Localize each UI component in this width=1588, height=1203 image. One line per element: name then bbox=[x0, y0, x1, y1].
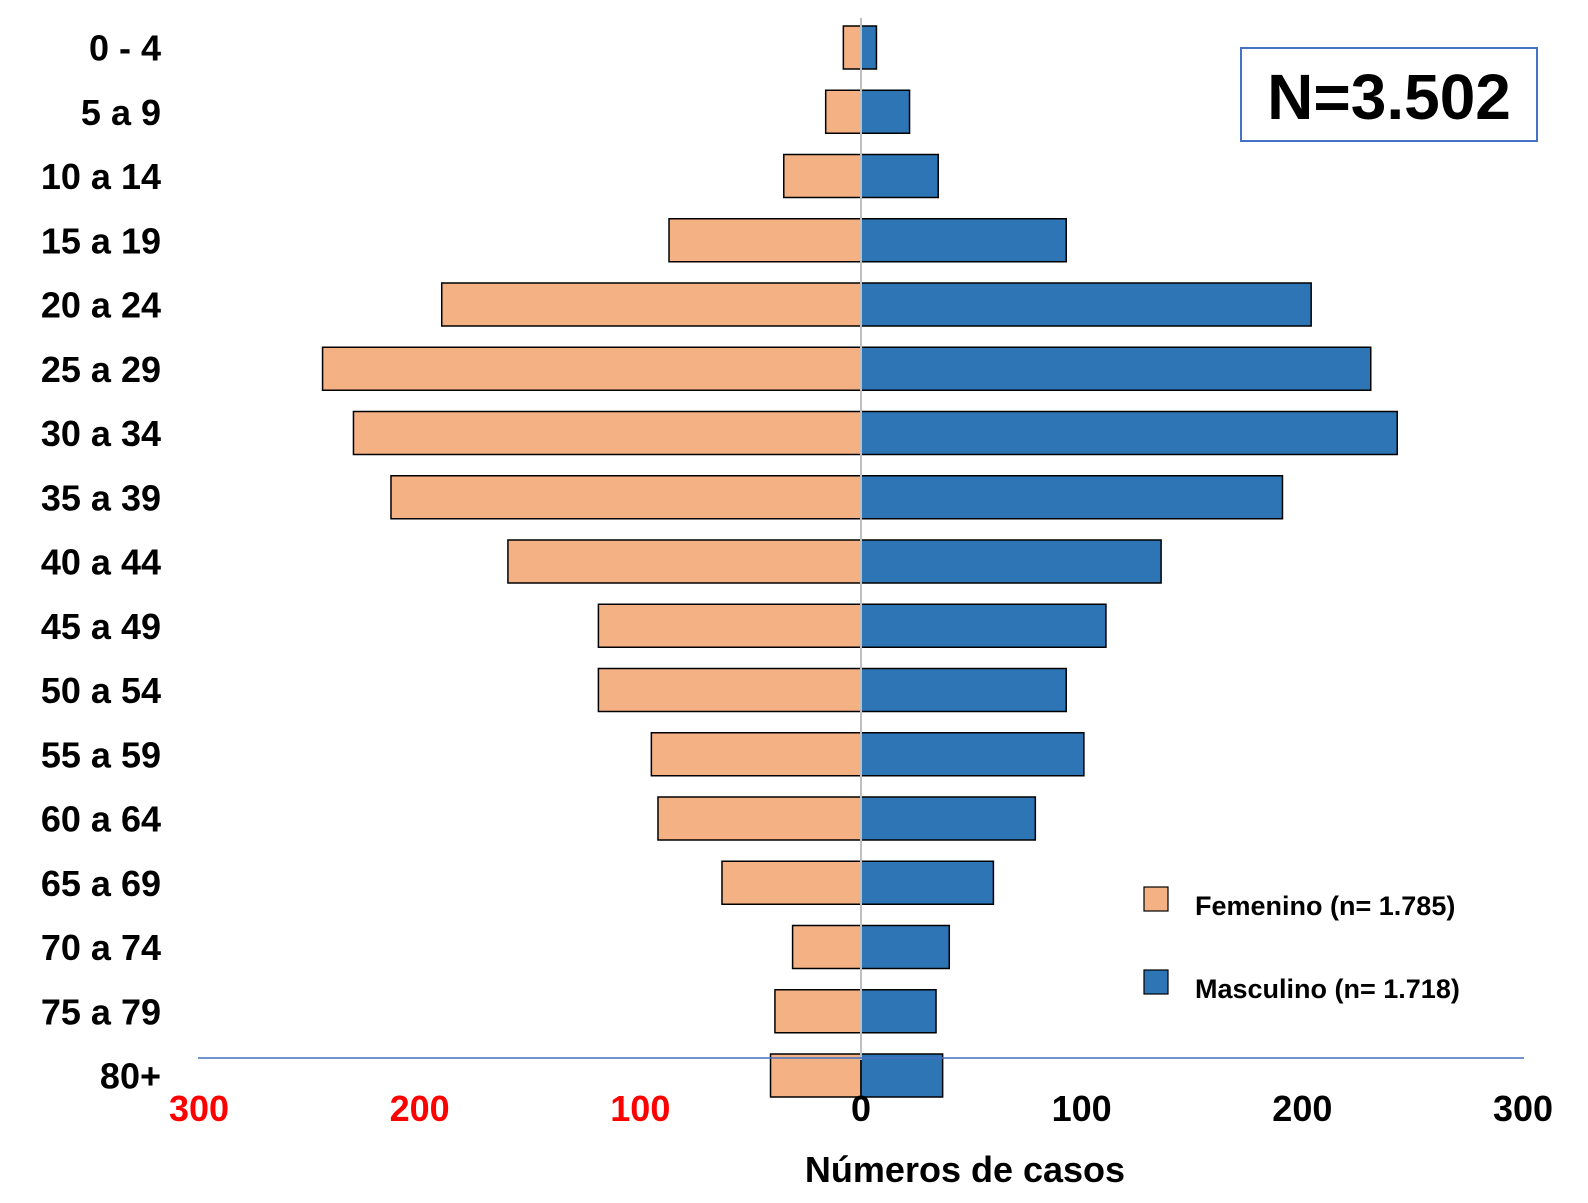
male-bar bbox=[860, 282, 1312, 327]
age-group-label: 5 a 9 bbox=[81, 92, 161, 133]
male-bar bbox=[860, 1053, 944, 1098]
age-group-label: 10 a 14 bbox=[41, 156, 161, 197]
female-bar bbox=[657, 796, 862, 841]
age-group-label: 60 a 64 bbox=[41, 799, 161, 840]
male-bar bbox=[860, 732, 1085, 777]
male-bar bbox=[860, 989, 937, 1034]
x-axis-label: Números de casos bbox=[805, 1149, 1125, 1190]
x-tick-label: 300 bbox=[169, 1088, 229, 1129]
male-bar bbox=[860, 475, 1284, 520]
male-bar bbox=[860, 346, 1372, 391]
legend-swatch bbox=[1143, 886, 1169, 912]
female-bar bbox=[791, 924, 862, 970]
female-bars bbox=[321, 25, 862, 1098]
male-bar bbox=[860, 667, 1067, 713]
age-group-label: 35 a 39 bbox=[41, 477, 161, 518]
legend-label: Femenino (n= 1.785) bbox=[1195, 891, 1455, 921]
male-bar bbox=[860, 153, 939, 199]
female-bar bbox=[440, 282, 862, 327]
age-group-label: 40 a 44 bbox=[41, 542, 161, 583]
male-bar bbox=[860, 25, 878, 70]
male-bars bbox=[860, 25, 1398, 1098]
female-bar bbox=[668, 218, 862, 263]
female-bar bbox=[824, 89, 862, 134]
age-group-label: 45 a 49 bbox=[41, 606, 161, 647]
x-tick-label: 0 bbox=[851, 1088, 871, 1129]
male-bar bbox=[860, 603, 1107, 648]
female-bar bbox=[321, 346, 862, 391]
female-bar bbox=[352, 410, 862, 456]
male-bar bbox=[860, 410, 1398, 456]
female-bar bbox=[769, 1053, 862, 1098]
male-bar bbox=[860, 539, 1162, 584]
male-bar bbox=[860, 796, 1037, 841]
age-group-label: 65 a 69 bbox=[41, 863, 161, 904]
age-group-label: 50 a 54 bbox=[41, 670, 161, 711]
legend: Femenino (n= 1.785) Masculino (n= 1.718) bbox=[1143, 886, 1460, 1004]
age-group-label: 0 - 4 bbox=[89, 28, 161, 69]
age-group-label: 30 a 34 bbox=[41, 413, 161, 454]
total-count-text: N=3.502 bbox=[1267, 61, 1511, 133]
female-bar bbox=[597, 667, 862, 713]
age-group-label: 25 a 29 bbox=[41, 349, 161, 390]
x-tick-label: 200 bbox=[390, 1088, 450, 1129]
female-bar bbox=[650, 732, 862, 777]
x-tick-label: 100 bbox=[610, 1088, 670, 1129]
legend-swatch bbox=[1143, 969, 1169, 995]
male-bar bbox=[860, 89, 911, 134]
female-bar bbox=[597, 603, 862, 648]
female-bar bbox=[507, 539, 862, 584]
female-bar bbox=[390, 475, 862, 520]
x-tick-label: 300 bbox=[1493, 1088, 1553, 1129]
male-bar bbox=[860, 924, 951, 970]
female-bar bbox=[783, 153, 862, 199]
age-group-label: 80+ bbox=[100, 1056, 161, 1097]
male-bar bbox=[860, 218, 1067, 263]
age-group-label: 55 a 59 bbox=[41, 734, 161, 775]
female-bar bbox=[721, 860, 862, 905]
age-group-label: 75 a 79 bbox=[41, 991, 161, 1032]
age-group-labels: 0 - 4 5 a 9 10 a 14 15 a 19 20 a 24 25 a 29 30… bbox=[41, 28, 161, 1097]
female-bar bbox=[842, 25, 862, 70]
x-tick-label: 200 bbox=[1272, 1088, 1332, 1129]
total-count-box-border bbox=[1240, 47, 1538, 142]
age-group-label: 20 a 24 bbox=[41, 285, 161, 326]
total-count-box: N=3.502 bbox=[1240, 47, 1538, 142]
female-bar bbox=[774, 989, 862, 1034]
x-tick-label: 100 bbox=[1052, 1088, 1112, 1129]
age-group-label: 15 a 19 bbox=[41, 220, 161, 261]
male-bar bbox=[860, 860, 995, 905]
legend-label: Masculino (n= 1.718) bbox=[1195, 974, 1460, 1004]
age-group-label: 70 a 74 bbox=[41, 927, 161, 968]
x-axis-tick-labels: 300 200 100 0 100 200 300 bbox=[169, 1088, 1553, 1129]
